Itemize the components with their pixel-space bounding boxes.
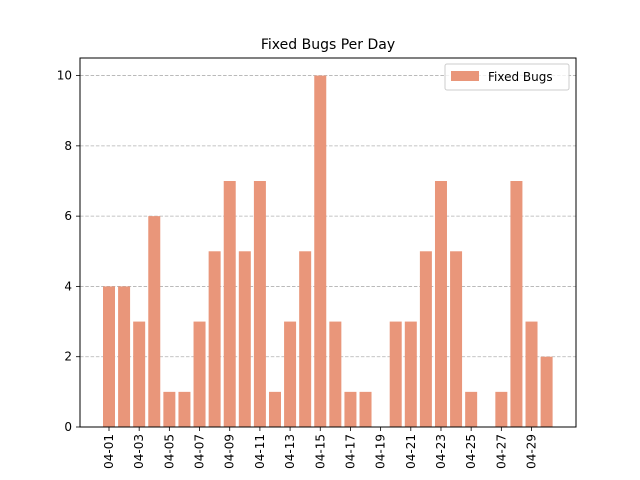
- bar-04-15: [314, 75, 327, 428]
- bar-04-29: [525, 321, 538, 427]
- bar-04-30: [540, 356, 553, 427]
- x-tick-label: 04-01: [102, 434, 116, 469]
- legend: Fixed Bugs: [444, 63, 570, 91]
- y-axis-ticks: 0 2 4 6 8 10: [57, 69, 80, 434]
- x-tick-label: 04-17: [343, 434, 357, 469]
- x-tick-label: 04-29: [525, 434, 539, 469]
- y-tick-label: 6: [64, 209, 72, 223]
- bar-04-09: [223, 181, 236, 427]
- y-tick-label: 10: [57, 69, 72, 83]
- bar-04-17: [344, 391, 357, 427]
- x-tick-label: 04-07: [193, 434, 207, 469]
- bar-04-03: [133, 321, 146, 427]
- x-tick-label: 04-05: [162, 434, 176, 469]
- bars: [103, 75, 553, 428]
- y-tick-label: 0: [64, 420, 72, 434]
- x-tick-label: 04-09: [223, 434, 237, 469]
- bar-04-21: [404, 321, 417, 427]
- legend-box: [444, 63, 570, 91]
- bar-04-06: [178, 391, 191, 427]
- x-tick-label: 04-21: [404, 434, 418, 469]
- axes-frame: [79, 57, 577, 428]
- bar-04-23: [434, 181, 447, 427]
- x-tick-label: 04-15: [313, 434, 327, 469]
- x-tick-label: 04-23: [434, 434, 448, 469]
- bar-04-28: [510, 181, 523, 427]
- x-tick-label: 04-25: [464, 434, 478, 469]
- bar-04-04: [148, 216, 161, 427]
- bar-04-11: [253, 181, 266, 427]
- bar-04-27: [495, 391, 508, 427]
- bar-04-22: [419, 251, 432, 427]
- bar-04-25: [465, 391, 478, 427]
- x-tick-label: 04-11: [253, 434, 267, 469]
- bar-04-18: [359, 391, 372, 427]
- bar-04-05: [163, 391, 176, 427]
- x-axis-ticks: 04-01 04-03 04-05 04-07 04-09 04-11 04-13 04-15…: [102, 427, 539, 469]
- bar-04-08: [208, 251, 221, 427]
- legend-label: Fixed Bugs: [488, 70, 553, 84]
- bar-04-02: [118, 286, 131, 427]
- bar-04-14: [299, 251, 312, 427]
- bar-04-10: [238, 251, 251, 427]
- y-tick-label: 4: [64, 279, 72, 293]
- x-tick-label: 04-03: [132, 434, 146, 469]
- bar-04-20: [389, 321, 402, 427]
- bar-04-01: [103, 286, 115, 427]
- bar-04-24: [450, 251, 463, 427]
- bar-04-07: [193, 321, 206, 427]
- x-tick-label: 04-19: [374, 434, 388, 469]
- y-tick-label: 8: [64, 139, 72, 153]
- bar-04-16: [329, 321, 342, 427]
- y-tick-label: 2: [64, 350, 72, 364]
- bar-04-12: [268, 391, 281, 427]
- y-gridlines: [80, 75, 576, 358]
- legend-swatch: [451, 71, 479, 81]
- x-tick-label: 04-27: [494, 434, 508, 469]
- chart-title: Fixed Bugs Per Day: [261, 37, 395, 53]
- bar-04-13: [284, 321, 297, 427]
- x-tick-label: 04-13: [283, 434, 297, 469]
